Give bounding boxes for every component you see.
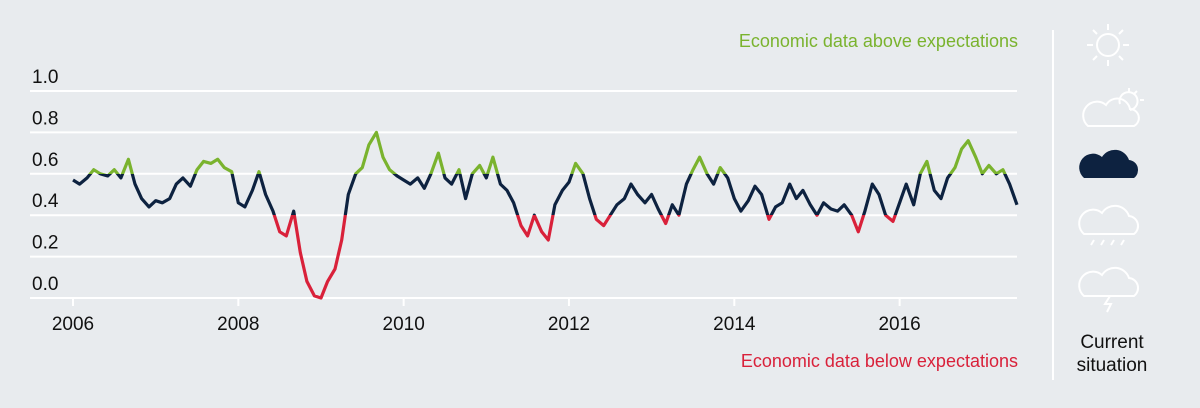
y-tick-label: 0.4 xyxy=(32,191,59,212)
y-tick-label: 0.8 xyxy=(32,108,58,129)
weather-icons xyxy=(1078,24,1144,313)
annotation-below: Economic data below expectations xyxy=(741,351,1018,371)
x-tick-label: 2010 xyxy=(383,314,425,335)
x-tick-label: 2014 xyxy=(713,314,756,335)
x-tick-label: 2016 xyxy=(878,314,920,335)
y-tick-label: 1.0 xyxy=(32,67,58,88)
icon-sun xyxy=(1087,24,1129,66)
icon-cloud-current xyxy=(1079,149,1139,178)
y-tick-label: 0.2 xyxy=(32,233,58,254)
icon-rain xyxy=(1078,204,1140,246)
x-tick-label: 2006 xyxy=(52,314,94,335)
y-tick-label: 0.0 xyxy=(32,274,58,295)
x-tick-label: 2008 xyxy=(217,314,259,335)
x-tick-label: 2012 xyxy=(548,314,590,335)
data-line xyxy=(72,130,1019,300)
icon-storm xyxy=(1078,266,1140,313)
side-label: situation xyxy=(1077,355,1148,376)
annotation-above: Economic data above expectations xyxy=(739,31,1018,51)
icon-sun-cloud xyxy=(1082,88,1144,127)
y-tick-label: 0.6 xyxy=(32,150,58,171)
side-label: Current xyxy=(1080,332,1144,353)
